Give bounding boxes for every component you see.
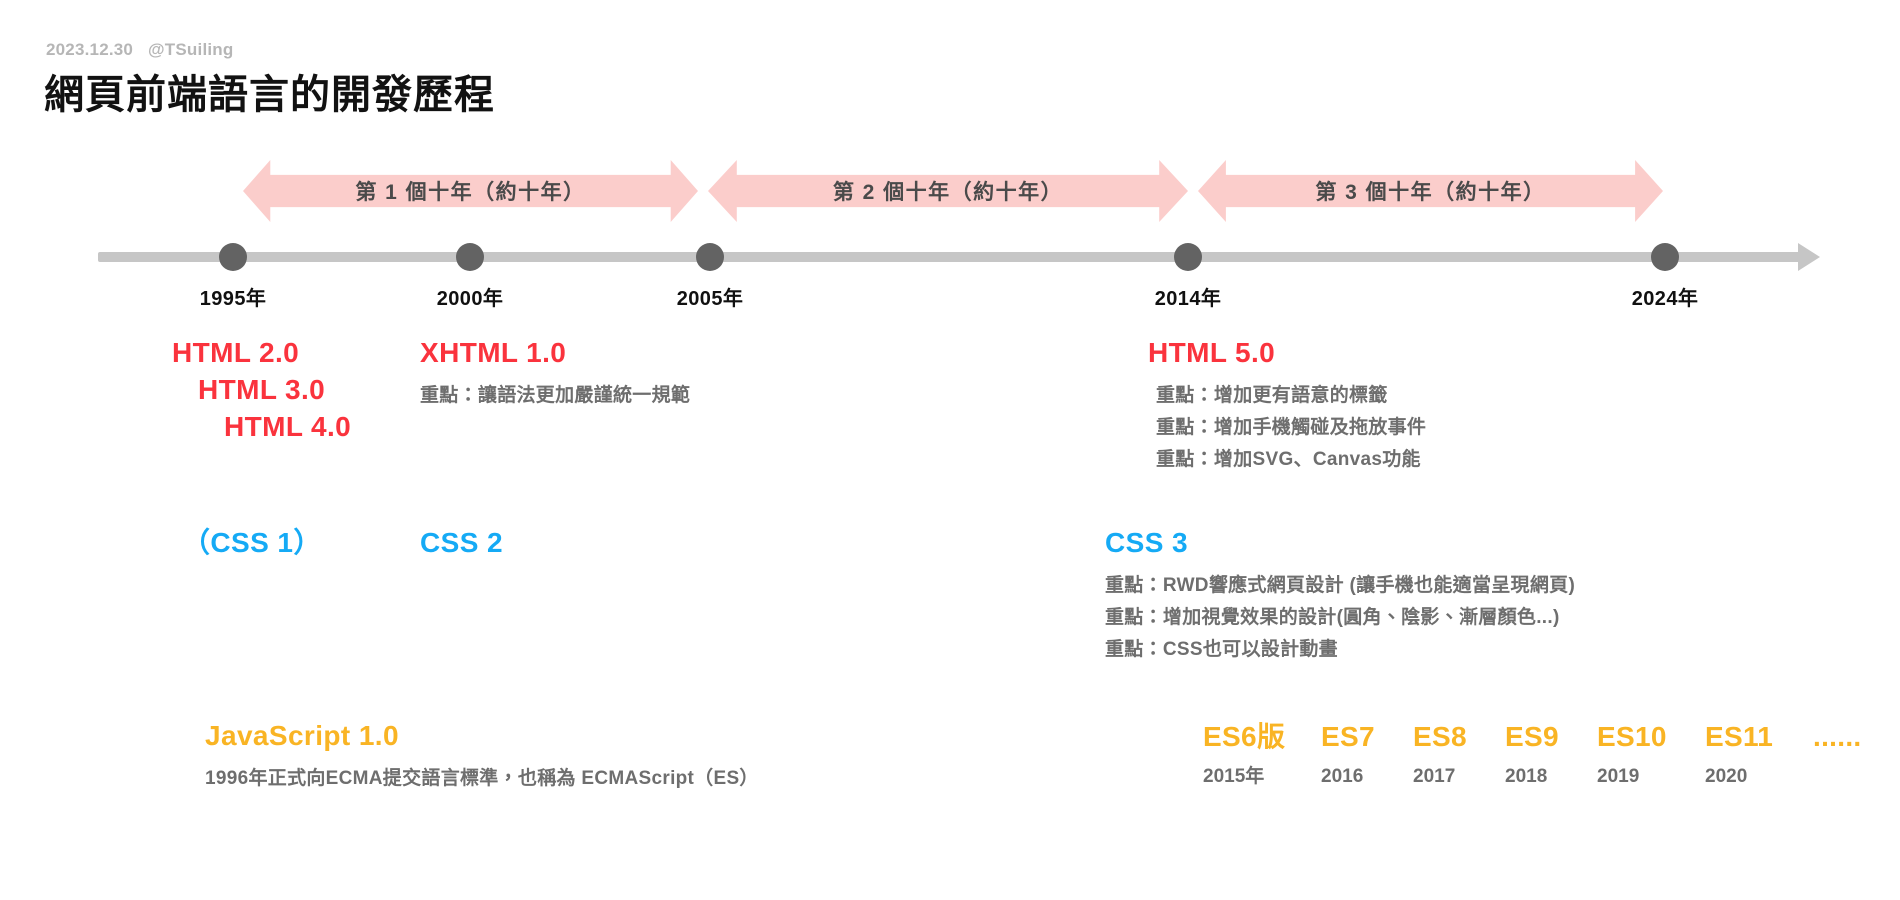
es-version-year: 2016: [1321, 766, 1364, 787]
decade-arrow-2: 第 2 個十年（約十年）: [708, 160, 1188, 222]
es-version-year: 2017: [1413, 766, 1456, 787]
javascript-note: 1996年正式向ECMA提交語言標準，也稱為 ECMAScript（ES）: [205, 767, 759, 789]
css3-note: 重點：RWD響應式網頁設計 (讓手機也能適當呈現網頁): [1105, 574, 1576, 596]
css1-block: （CSS 1）: [182, 525, 322, 562]
timeline-node: [696, 243, 724, 271]
timeline-node-label: 2005年: [676, 288, 744, 310]
es-version-name: ES9: [1505, 721, 1559, 752]
timeline-node: [456, 243, 484, 271]
html5-version-title: HTML 5.0: [1148, 337, 1276, 368]
css3-block: CSS 3 重點：RWD響應式網頁設計 (讓手機也能適當呈現網頁) 重點：增加視…: [1105, 525, 1575, 666]
es-version-name: ES8: [1413, 721, 1467, 752]
css3-note: 重點：CSS也可以設計動畫: [1105, 638, 1338, 660]
es-version-names: ES6版 ES7 ES8 ES9 ES10 ES11......: [1203, 715, 1900, 755]
html5-note: 重點：增加更有語意的標籤: [1156, 384, 1388, 406]
timeline-node: [1651, 243, 1679, 271]
page-title: 網頁前端語言的開發歷程: [44, 73, 495, 117]
xhtml-note: 重點：讓語法更加嚴謹統一規範: [420, 384, 691, 406]
es-version-name: ES6版: [1203, 721, 1286, 752]
timeline-node-label: 2014年: [1154, 288, 1222, 310]
byline-handle: @TSuiling: [148, 40, 234, 59]
html5-2014-block: HTML 5.0 重點：增加更有語意的標籤 重點：增加手機觸碰及拖放事件 重點：…: [1148, 335, 1426, 476]
es-version-name: ES7: [1321, 721, 1375, 752]
javascript-block: JavaScript 1.0 1996年正式向ECMA提交語言標準，也稱為 EC…: [205, 718, 759, 795]
decade-label: 第 2 個十年（約十年）: [832, 181, 1064, 204]
es-version-year: 2019: [1597, 766, 1640, 787]
css2-block: CSS 2: [420, 525, 503, 562]
timeline-node-label: 2000年: [436, 288, 504, 310]
html-version-title: HTML 3.0: [198, 373, 326, 405]
es-version-years: 2015年 2016 2017 2018 2019 2020: [1203, 761, 1900, 788]
timeline-axis: [98, 252, 1808, 262]
es-version-name: ES11: [1705, 721, 1774, 752]
html5-note: 重點：增加手機觸碰及拖放事件: [1156, 416, 1427, 438]
css3-title: CSS 3: [1105, 527, 1188, 558]
decade-arrow-1: 第 1 個十年（約十年）: [243, 160, 698, 222]
es-version-name: ......: [1813, 721, 1862, 752]
xhtml-2000-block: XHTML 1.0 重點：讓語法更加嚴謹統一規範: [420, 335, 690, 412]
timeline-node-label: 2024年: [1631, 288, 1699, 310]
timeline-node: [219, 243, 247, 271]
decade-band: 第 1 個十年（約十年） 第 2 個十年（約十年） 第 3 個十年（約十年）: [0, 160, 1900, 222]
es-version-year: 2020: [1705, 766, 1748, 787]
css3-note: 重點：增加視覺效果的設計(圓角、陰影、漸層顏色...): [1105, 606, 1560, 628]
html-version-title: HTML 2.0: [172, 337, 300, 368]
decade-arrow-3: 第 3 個十年（約十年）: [1198, 160, 1663, 222]
html-version-title: HTML 4.0: [224, 410, 352, 442]
xhtml-version-title: XHTML 1.0: [420, 337, 567, 368]
decade-label: 第 1 個十年（約十年）: [355, 181, 586, 204]
es-versions-block: ES6版 ES7 ES8 ES9 ES10 ES11...... 2015年 2016 201…: [1203, 715, 1900, 788]
byline: 2023.12.30 @TSuiling: [46, 40, 233, 60]
es-version-name: ES10: [1597, 721, 1667, 752]
css1-title: （CSS 1）: [182, 527, 322, 558]
arrow-right-icon: [1798, 243, 1820, 271]
javascript-title: JavaScript 1.0: [205, 720, 399, 751]
html5-note: 重點：增加SVG、Canvas功能: [1156, 448, 1421, 470]
es-version-year: 2018: [1505, 766, 1548, 787]
byline-date: 2023.12.30: [46, 40, 134, 59]
decade-label: 第 3 個十年（約十年）: [1315, 181, 1546, 204]
es-version-year: 2015年: [1203, 766, 1265, 787]
html-1995-block: HTML 2.0 HTML 3.0 HTML 4.0: [172, 335, 351, 446]
timeline-node-label: 1995年: [199, 288, 267, 310]
timeline-node: [1174, 243, 1202, 271]
css2-title: CSS 2: [420, 527, 503, 558]
